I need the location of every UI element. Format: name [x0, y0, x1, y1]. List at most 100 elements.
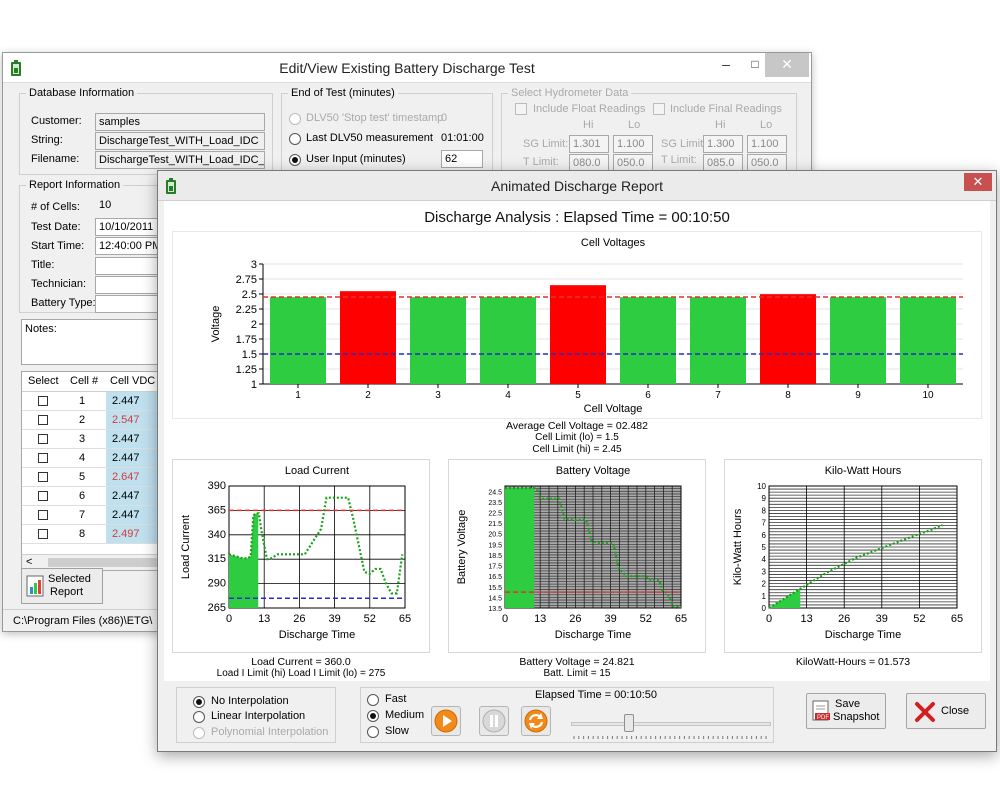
table-row[interactable]: 6 2.447 [22, 487, 160, 506]
select-column-header[interactable]: Select [28, 375, 59, 387]
y-tick-label: 4 [762, 555, 767, 564]
row-select-checkbox[interactable] [38, 491, 48, 501]
cell-column-header[interactable]: Cell # [70, 375, 99, 387]
row-select-checkbox[interactable] [38, 472, 48, 482]
filename-field[interactable]: DischargeTest_WITH_Load_IDC_( [95, 151, 265, 169]
start-time-field[interactable]: 12:40:00 PM [95, 237, 165, 255]
table-row[interactable]: 1 2.447 [22, 392, 160, 411]
plot-frame [768, 485, 958, 609]
speed-slow-radio[interactable] [367, 726, 379, 738]
float-t-hi[interactable]: 080.0 [569, 154, 609, 172]
x-tick-label: 5 [575, 390, 581, 401]
row-select-checkbox[interactable] [38, 396, 48, 406]
close-report-button[interactable]: Close [906, 693, 986, 729]
back-title-bar[interactable]: Edit/View Existing Battery Discharge Tes… [3, 53, 811, 83]
table-row[interactable]: 2 2.547 [22, 411, 160, 430]
customer-label: Customer: [31, 115, 82, 127]
row-select-checkbox[interactable] [38, 453, 48, 463]
y-tick-label: 3 [762, 567, 767, 576]
save-label-1: Save [835, 698, 861, 710]
row-select-checkbox[interactable] [38, 434, 48, 444]
final-sg-lo[interactable]: 1.100 [747, 135, 787, 153]
x-tick-label: 0 [766, 613, 772, 625]
technician-field[interactable] [95, 276, 165, 294]
row-cell-number: 4 [78, 452, 86, 464]
scroll-thumb[interactable] [48, 558, 158, 567]
stop-test-label: DLV50 'Stop test' timestamp [306, 112, 444, 124]
y-tick-label: 390 [208, 480, 226, 492]
close-x-icon [915, 702, 935, 722]
table-row[interactable]: 7 2.447 [22, 506, 160, 525]
maximize-button[interactable]: □ [751, 57, 759, 71]
series-line [505, 487, 682, 609]
final-readings-checkbox[interactable] [653, 103, 665, 115]
row-select-checkbox[interactable] [38, 415, 48, 425]
polynomial-interpolation-radio[interactable] [193, 727, 205, 739]
speed-medium-radio[interactable] [367, 710, 379, 722]
last-measurement-radio[interactable] [289, 133, 301, 145]
x-tick-label: 52 [640, 613, 652, 625]
elapsed-time-slider[interactable] [571, 714, 771, 739]
test-date-label: Test Date: [31, 221, 81, 233]
row-select-checkbox[interactable] [38, 529, 48, 539]
svg-c3-svg: Kilo-Watt Hours 0 1 2 3 4 5 6 7 8 9 10 0 13 26 39 52 65 Ki… [732, 465, 963, 641]
title-field[interactable] [95, 257, 165, 275]
row-cell-vdc[interactable]: 2.647 [106, 468, 160, 486]
table-row[interactable]: 8 2.497 [22, 525, 160, 544]
vdc-column-header[interactable]: Cell VDC [110, 375, 156, 387]
row-cell-vdc[interactable]: 2.447 [106, 449, 160, 467]
battery-type-field[interactable] [95, 295, 165, 313]
front-close-button[interactable]: ✕ [964, 173, 992, 191]
user-input-minutes[interactable]: 62 [441, 150, 483, 168]
row-cell-vdc[interactable]: 2.447 [106, 392, 160, 410]
slider-thumb[interactable] [624, 714, 635, 732]
play-button[interactable] [431, 706, 461, 736]
reset-button[interactable] [521, 706, 551, 736]
x-tick-label: 26 [293, 613, 305, 625]
row-cell-number: 7 [78, 509, 86, 521]
minimize-button[interactable]: – [722, 56, 730, 72]
stop-test-radio[interactable] [289, 113, 301, 125]
row-cell-vdc[interactable]: 2.447 [106, 430, 160, 448]
float-readings-checkbox[interactable] [515, 103, 527, 115]
row-cell-vdc[interactable]: 2.447 [106, 487, 160, 505]
row-cell-number: 8 [78, 528, 86, 540]
selected-report-button[interactable]: Selected Report [21, 568, 103, 604]
save-snapshot-button[interactable]: PDF Save Snapshot [806, 693, 886, 729]
float-sg-lo[interactable]: 1.100 [613, 135, 653, 153]
report-heading: Discharge Analysis : Elapsed Time = 00:1… [424, 209, 730, 226]
pause-button[interactable] [479, 706, 509, 736]
table-horizontal-scrollbar[interactable]: < [22, 554, 160, 570]
x-tick-label: 26 [569, 613, 581, 625]
table-row[interactable]: 3 2.447 [22, 430, 160, 449]
speed-slow-label: Slow [385, 725, 409, 737]
customer-field[interactable]: samples [95, 113, 265, 131]
back-close-button[interactable]: ✕ [765, 53, 809, 77]
bar-cell-3 [410, 297, 466, 384]
battery-voltage-value: Battery Voltage = 24.821 [519, 656, 635, 668]
y-axis-label: Load Current [180, 515, 192, 579]
user-input-radio[interactable] [289, 154, 301, 166]
svg-text:PDF: PDF [817, 715, 829, 721]
x-tick-label: 13 [258, 613, 270, 625]
speed-fast-radio[interactable] [367, 694, 379, 706]
cells-label: # of Cells: [31, 201, 80, 213]
close-label: Close [941, 705, 970, 717]
final-sg-hi[interactable]: 1.300 [703, 135, 743, 153]
string-field[interactable]: DischargeTest_WITH_Load_IDC [95, 132, 265, 150]
table-row[interactable]: 5 2.647 [22, 468, 160, 487]
table-row[interactable]: 4 2.447 [22, 449, 160, 468]
x-tick-label: 3 [435, 390, 441, 401]
x-tick-label: 65 [399, 613, 411, 625]
front-title-bar[interactable]: Animated Discharge Report ✕ [158, 171, 996, 201]
no-interpolation-radio[interactable] [193, 696, 205, 708]
row-cell-vdc[interactable]: 2.497 [106, 525, 160, 543]
slider-track[interactable] [571, 722, 771, 726]
test-date-field[interactable]: 10/10/2011 [95, 218, 165, 236]
scroll-left-arrow[interactable]: < [26, 556, 33, 568]
float-sg-hi[interactable]: 1.301 [569, 135, 609, 153]
row-select-checkbox[interactable] [38, 510, 48, 520]
row-cell-vdc[interactable]: 2.547 [106, 411, 160, 429]
row-cell-vdc[interactable]: 2.447 [106, 506, 160, 524]
linear-interpolation-radio[interactable] [193, 711, 205, 723]
